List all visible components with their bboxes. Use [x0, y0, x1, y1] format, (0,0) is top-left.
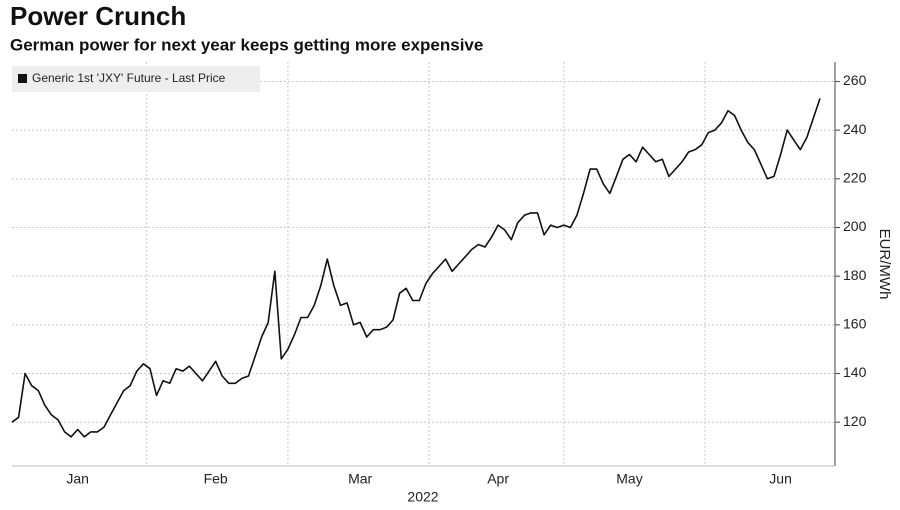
- y-tick-label: 160: [843, 316, 867, 332]
- y-tick-label: 180: [843, 267, 867, 283]
- y-tick-label: 140: [843, 364, 867, 380]
- y-tick-label: 220: [843, 170, 867, 186]
- legend-label: Generic 1st 'JXY' Future - Last Price: [32, 71, 226, 85]
- y-tick-label: 260: [843, 72, 867, 88]
- y-tick-label: 120: [843, 413, 867, 429]
- y-tick-label: 240: [843, 121, 867, 137]
- y-tick-label: 200: [843, 218, 867, 234]
- x-tick-label: Jun: [769, 471, 792, 487]
- x-tick-label: Apr: [487, 471, 509, 487]
- x-axis-label: 2022: [407, 489, 438, 505]
- data-line: [11, 98, 821, 438]
- x-tick-label: Mar: [348, 471, 372, 487]
- legend-swatch: [18, 74, 27, 83]
- x-tick-label: Feb: [204, 471, 228, 487]
- x-tick-label: Jan: [66, 471, 89, 487]
- chart-subtitle: German power for next year keeps getting…: [10, 35, 483, 54]
- y-axis-label: EUR/MWh: [876, 229, 893, 300]
- chart-title: Power Crunch: [10, 1, 186, 31]
- x-tick-label: May: [616, 471, 642, 487]
- legend-box: [12, 66, 260, 92]
